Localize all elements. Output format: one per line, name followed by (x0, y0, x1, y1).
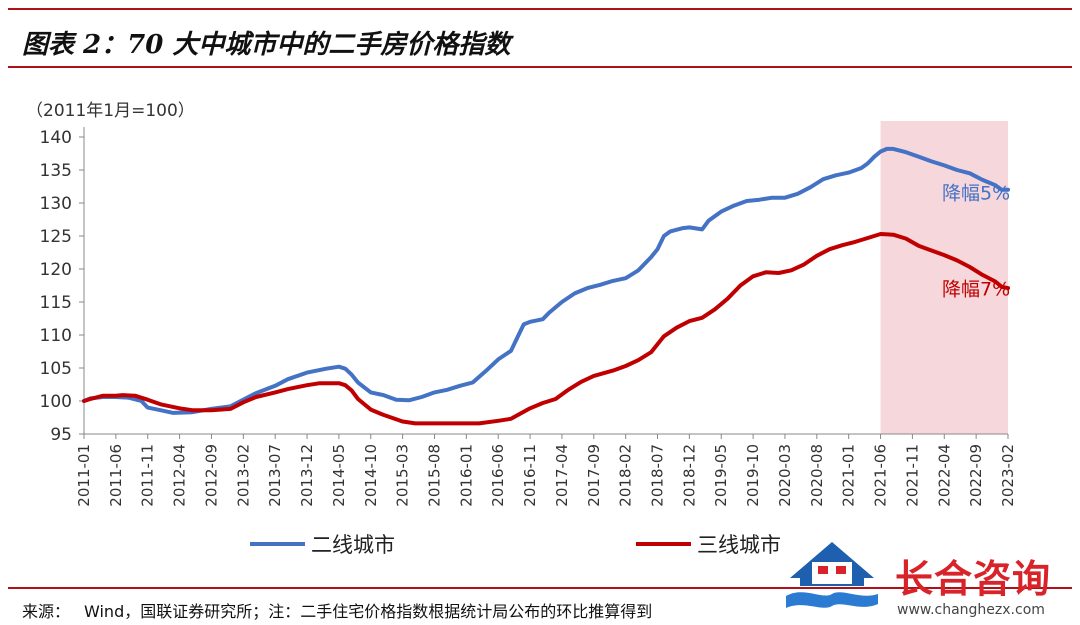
series-line-二线城市 (82, 146, 1010, 415)
x-tick-label: 2014-05 (330, 444, 348, 507)
x-tick-label: 2021-11 (903, 444, 921, 507)
x-tick-label: 2015-08 (425, 444, 443, 507)
x-tick-label: 2015-03 (394, 444, 412, 507)
y-tick-label: 120 (40, 260, 72, 280)
y-tick-label: 135 (40, 161, 72, 181)
series-line-三线城市 (82, 232, 1010, 426)
house-handshake-icon (786, 542, 878, 608)
x-tick-label: 2013-12 (298, 444, 316, 507)
x-tick-label: 2019-05 (712, 444, 730, 507)
x-tick-label: 2019-10 (744, 444, 762, 507)
x-tick-label: 2022-09 (967, 444, 985, 507)
x-tick-label: 2021-01 (840, 444, 858, 507)
x-tick-label: 2017-04 (553, 444, 571, 507)
x-tick-label: 2016-11 (521, 444, 539, 507)
legend-label: 三线城市 (697, 533, 781, 557)
y-tick-label: 105 (40, 359, 72, 379)
x-tick-label: 2011-06 (107, 444, 125, 507)
annotation-label: 降幅5% (942, 183, 1010, 205)
legend-label: 二线城市 (311, 533, 395, 557)
y-tick-label: 130 (40, 194, 72, 214)
line-chart: 95 100 105 110 115 120 125 130 135 140 2011-01 2011… (40, 121, 1017, 557)
x-tick-label: 2014-10 (362, 444, 380, 507)
y-axis-unit-label: （2011年1月=100） (26, 101, 195, 121)
x-tick-label: 2013-07 (266, 444, 284, 507)
x-tick-label: 2022-04 (935, 444, 953, 507)
legend: 二线城市 三线城市 (250, 533, 781, 557)
x-tick-label: 2018-07 (649, 444, 667, 507)
x-tick-label: 2021-06 (872, 444, 890, 507)
y-tick-label: 125 (40, 227, 72, 247)
title-rule (8, 66, 1072, 68)
watermark-url: www.changhezx.com (897, 602, 1045, 618)
x-tick-label: 2018-12 (680, 444, 698, 507)
x-tick-label: 2016-01 (457, 444, 475, 507)
figure-title: 图表 2：70 大中城市中的二手房价格指数 (22, 30, 511, 60)
x-tick-label: 2018-02 (617, 444, 635, 507)
source-label: 来源： (22, 602, 71, 621)
x-tick-label: 2011-01 (75, 444, 93, 507)
top-rule (8, 8, 1072, 10)
watermark-brand: 长合咨询 (895, 557, 1052, 601)
x-tick-label: 2012-09 (202, 444, 220, 507)
x-tick-label: 2016-06 (489, 444, 507, 507)
series-layer (82, 146, 1010, 426)
y-tick-label: 115 (40, 293, 72, 313)
source-note: 来源： Wind，国联证券研究所；注：二手住宅价格指数根据统计局公布的环比推算得到 (22, 598, 666, 622)
y-tick-label: 95 (50, 425, 72, 445)
source-rule (8, 587, 1072, 589)
x-tick-label: 2020-08 (808, 444, 826, 507)
x-tick-label: 2017-09 (585, 444, 603, 507)
y-tick-label: 100 (40, 392, 72, 412)
x-tick-label: 2013-02 (234, 444, 252, 507)
axes: 95 100 105 110 115 120 125 130 135 140 2011-01 2011… (40, 127, 1017, 507)
source-text: Wind，国联证券研究所；注：二手住宅价格指数根据统计局公布的环比推算得到 (84, 602, 653, 621)
x-tick-label: 2012-04 (171, 444, 189, 507)
y-tick-label: 140 (40, 128, 72, 148)
annotation-label: 降幅7% (942, 278, 1010, 300)
x-tick-label: 2011-11 (139, 444, 157, 507)
y-tick-label: 110 (40, 326, 72, 346)
annotations-layer: 降幅5% 降幅7% (942, 183, 1010, 301)
x-tick-label: 2020-03 (776, 444, 794, 507)
x-tick-label: 2023-02 (999, 444, 1017, 507)
